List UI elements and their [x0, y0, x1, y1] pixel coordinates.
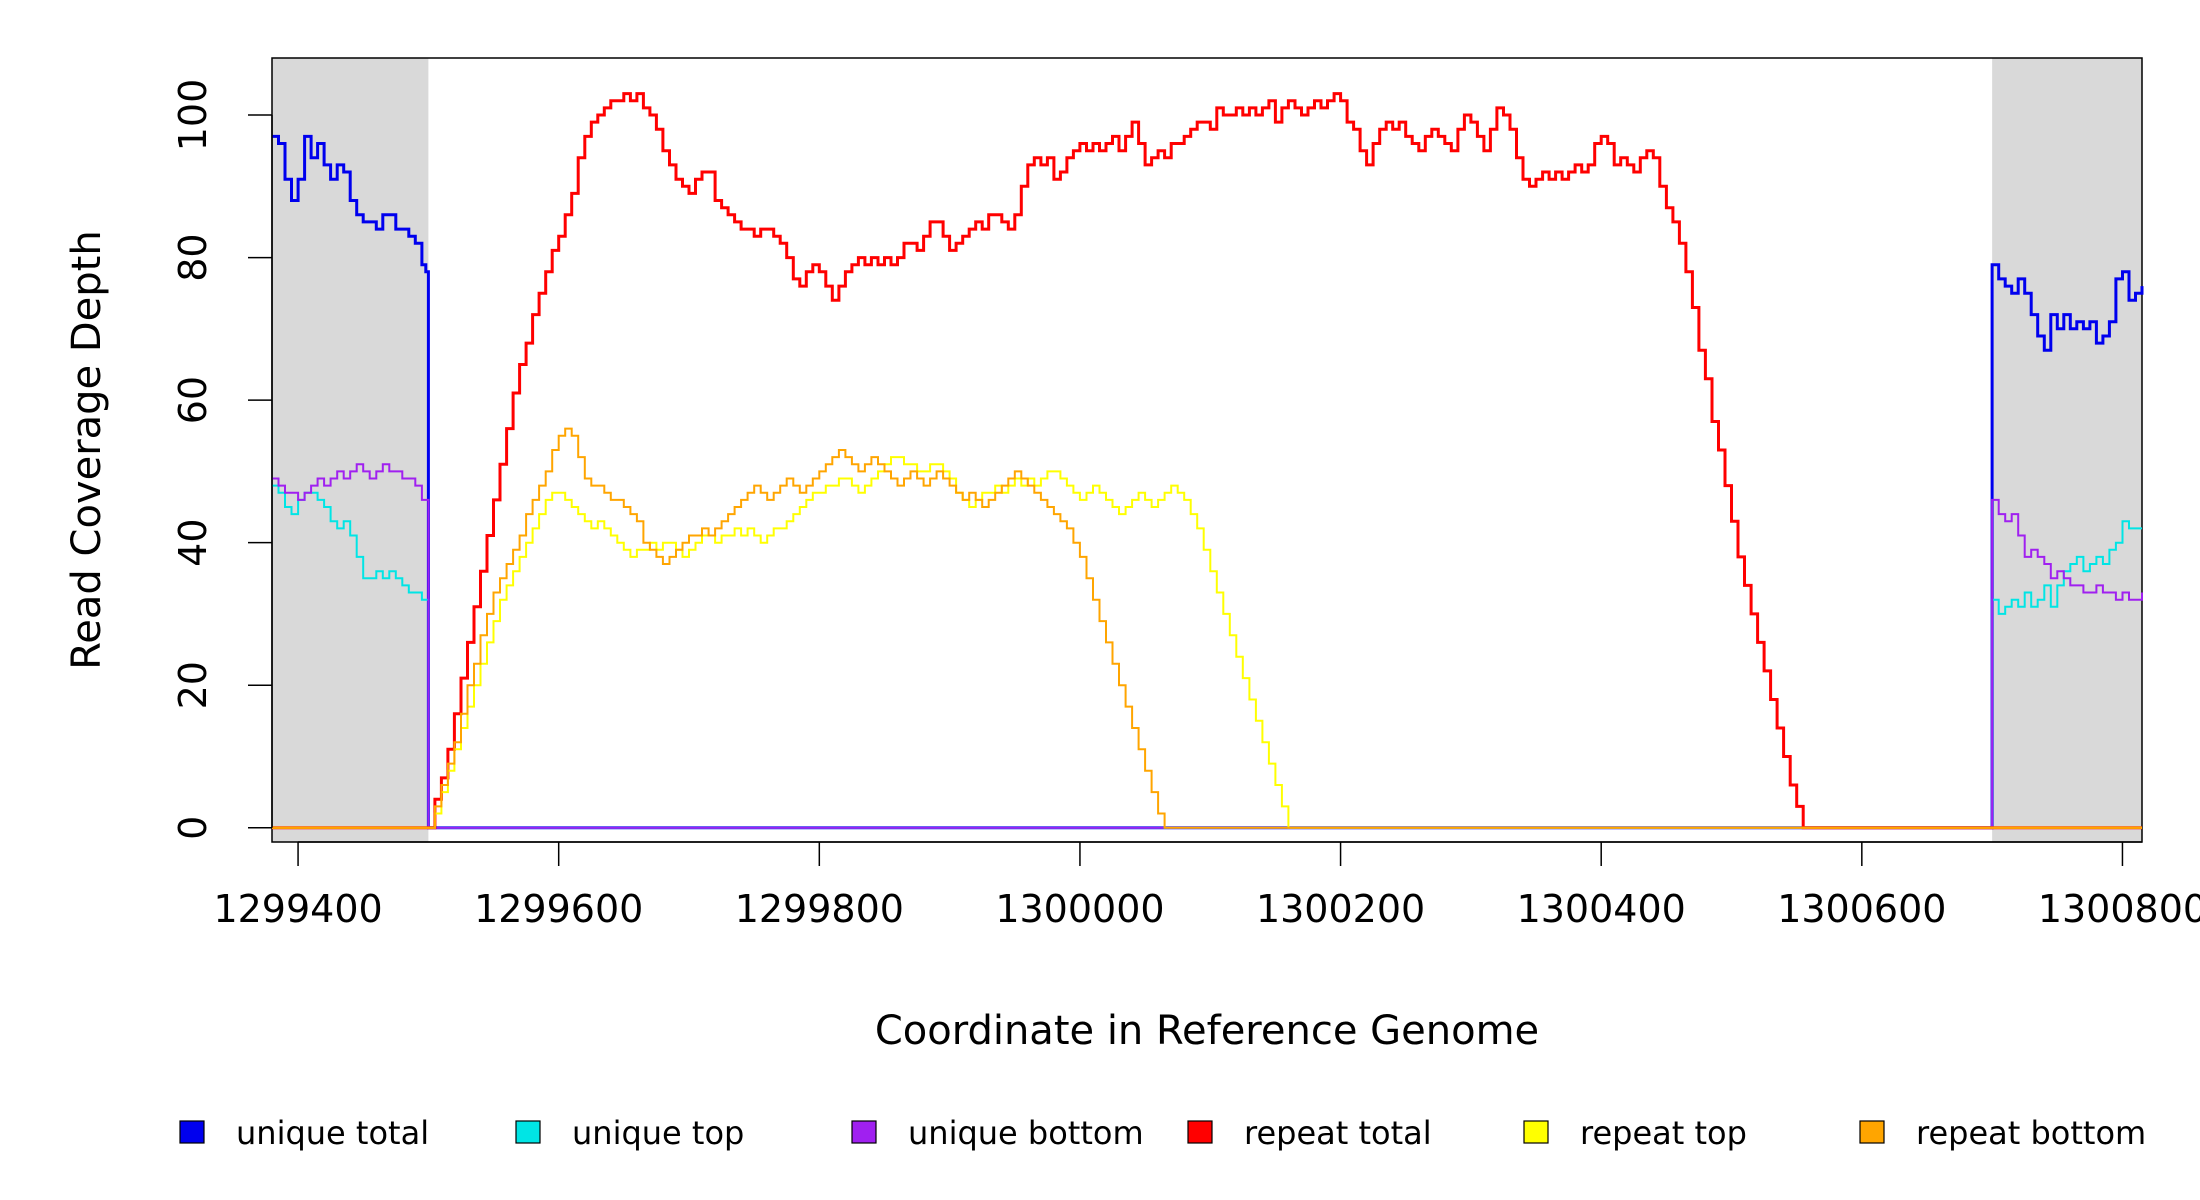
legend-swatch — [1187, 1120, 1213, 1144]
series-line-unique-top — [272, 484, 2142, 829]
legend: unique total unique top unique bottom repea… — [179, 1114, 2146, 1152]
y-tick-label: 40 — [171, 518, 215, 566]
legend-swatch — [851, 1120, 877, 1144]
series-lines — [272, 92, 2144, 830]
shaded-region-2 — [1992, 58, 2142, 842]
x-tick-label: 1300000 — [995, 887, 1164, 931]
x-tick-label: 1300200 — [1256, 887, 1425, 931]
legend-swatch — [179, 1120, 205, 1144]
y-tick-label: 80 — [171, 233, 215, 281]
series-line-repeat-total — [272, 92, 2142, 830]
x-tick-label: 1299600 — [474, 887, 643, 931]
legend-item-unique-total: unique total — [179, 1114, 429, 1152]
legend-label: unique total — [236, 1114, 429, 1152]
legend-swatch — [1523, 1120, 1549, 1144]
y-tick-label: 0 — [171, 816, 215, 840]
legend-label: repeat total — [1244, 1114, 1432, 1152]
series-line-repeat-top — [272, 456, 2142, 829]
y-tick-label: 100 — [171, 79, 215, 152]
x-tick-label: 1300600 — [1777, 887, 1946, 931]
legend-swatch — [1859, 1120, 1885, 1144]
x-tick-label: 1300400 — [1517, 887, 1686, 931]
legend-item-unique-top: unique top — [515, 1114, 744, 1152]
series-line-unique-bottom — [272, 463, 2143, 829]
y-axis: 0 20 40 60 80 100 — [171, 79, 273, 840]
legend-label: repeat top — [1580, 1114, 1747, 1152]
legend-label: repeat bottom — [1916, 1114, 2146, 1152]
legend-swatch — [515, 1120, 541, 1144]
legend-label: unique bottom — [908, 1114, 1144, 1152]
x-axis: 1299400 1299600 1299800 1300000 1300200 13004… — [213, 841, 2200, 931]
y-tick-label: 60 — [171, 376, 215, 424]
x-tick-label: 1299400 — [213, 887, 382, 931]
x-tick-label: 1299800 — [735, 887, 904, 931]
x-axis-title: Coordinate in Reference Genome — [875, 1008, 1539, 1054]
series-line-repeat-bottom — [272, 427, 2142, 829]
legend-label: unique top — [572, 1114, 744, 1152]
series-line-unique-total — [272, 134, 2144, 830]
y-tick-label: 20 — [171, 661, 215, 709]
x-tick-label: 1300800 — [2038, 887, 2200, 931]
legend-item-repeat-total: repeat total — [1187, 1114, 1432, 1152]
legend-item-unique-bottom: unique bottom — [851, 1114, 1144, 1152]
y-axis-title: Read Coverage Depth — [64, 230, 110, 669]
legend-item-repeat-bottom: repeat bottom — [1859, 1114, 2146, 1152]
legend-item-repeat-top: repeat top — [1523, 1114, 1747, 1152]
